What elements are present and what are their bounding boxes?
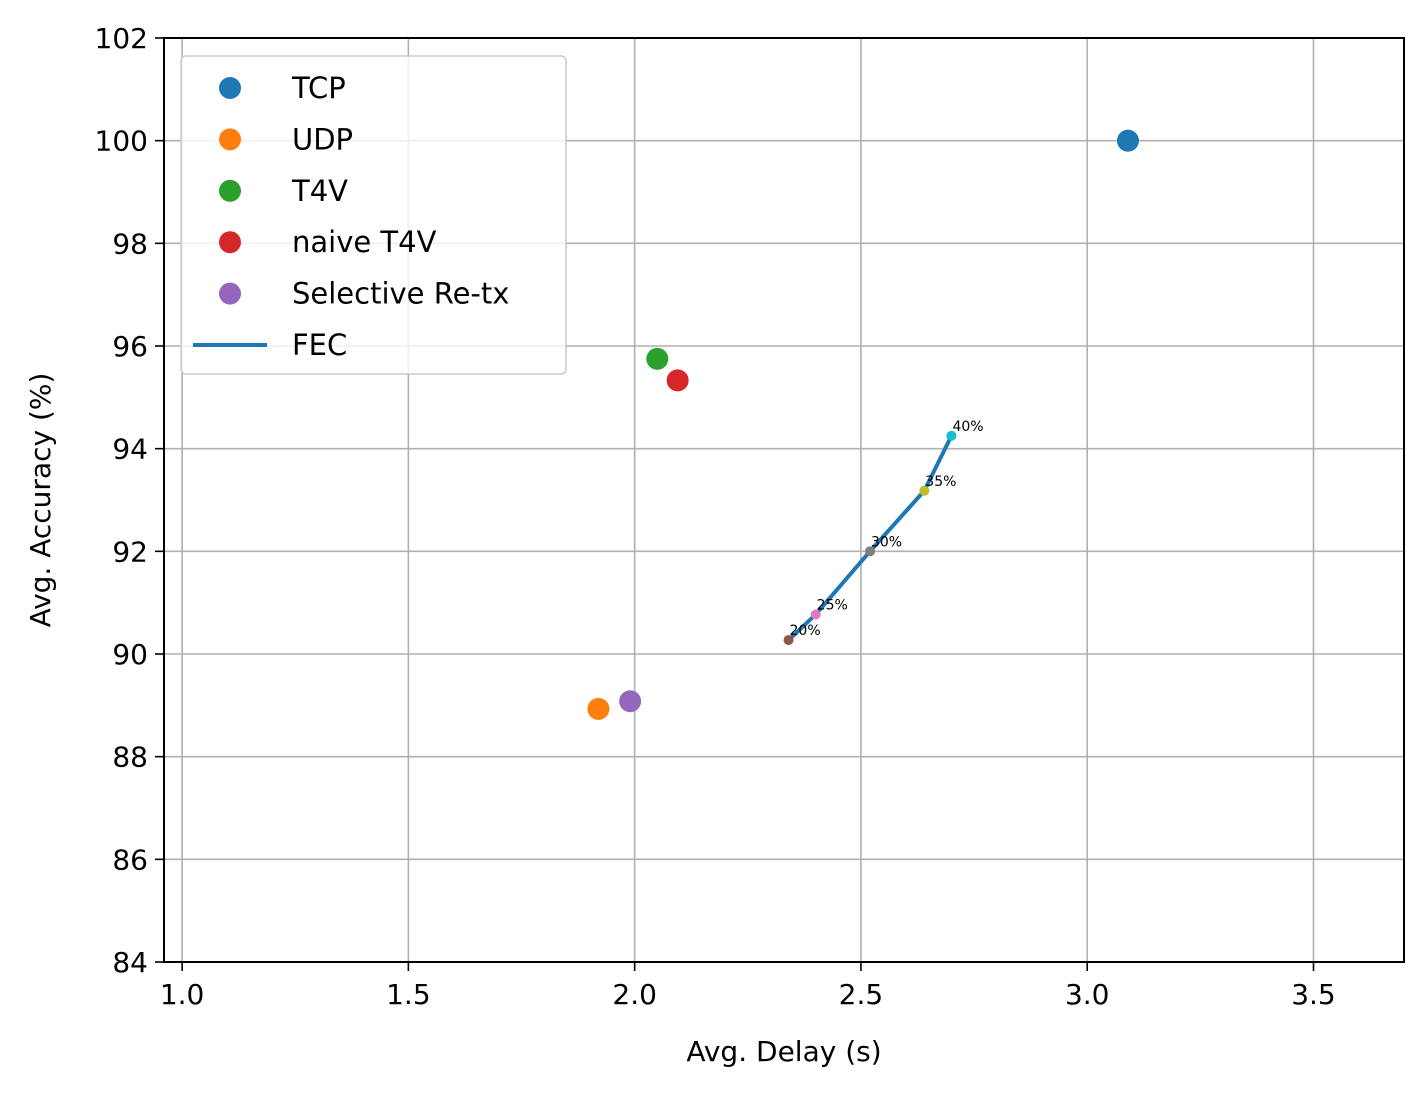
plot-area: 20% 25% 30% 35% 40% bbox=[587, 129, 1139, 720]
point-tcp bbox=[1116, 129, 1139, 152]
legend-entry-label: TCP bbox=[291, 71, 346, 105]
y-tick-label: 100 bbox=[95, 125, 148, 158]
y-tick-label: 92 bbox=[112, 535, 148, 568]
legend-marker-swatch bbox=[219, 282, 241, 305]
x-axis-title: Avg. Delay (s) bbox=[686, 1035, 881, 1068]
fec-point bbox=[919, 485, 930, 496]
legend-entry-label: Selective Re-tx bbox=[292, 277, 509, 311]
fec-point bbox=[864, 546, 875, 557]
legend-marker-swatch bbox=[219, 231, 241, 254]
axis-ticks: 1.0 1.5 2.0 2.5 3.0 3.5 84 86 88 90 92 94 96 98 100 102 bbox=[95, 22, 1336, 1011]
legend-entry-label: naive T4V bbox=[292, 225, 437, 259]
legend-marker-swatch bbox=[219, 128, 241, 151]
fec-point-label: 35% bbox=[925, 474, 956, 490]
legend: TCP UDP T4V naive T4V Selective Re-tx FEC bbox=[180, 55, 567, 375]
fec-point bbox=[946, 430, 957, 441]
y-tick-label: 94 bbox=[112, 433, 148, 466]
fec-point-label: 20% bbox=[790, 623, 821, 639]
x-tick-label: 1.0 bbox=[160, 978, 205, 1011]
legend-entry-label: T4V bbox=[291, 174, 348, 208]
point-naive-t4v bbox=[666, 369, 689, 392]
x-tick-label: 3.5 bbox=[1291, 978, 1336, 1011]
legend-marker-swatch bbox=[219, 77, 241, 99]
y-tick-label: 84 bbox=[112, 946, 148, 979]
point-udp bbox=[587, 697, 610, 720]
legend-marker-swatch bbox=[219, 179, 241, 202]
fec-point bbox=[810, 609, 821, 620]
axes-frame bbox=[163, 37, 1405, 963]
fec-point-label: 25% bbox=[817, 597, 848, 613]
y-tick-label: 86 bbox=[112, 843, 148, 876]
legend-box bbox=[180, 55, 567, 375]
legend-entry-label: FEC bbox=[292, 328, 347, 362]
point-t4v bbox=[646, 347, 669, 370]
x-tick-label: 2.5 bbox=[839, 978, 884, 1011]
x-tick-label: 3.0 bbox=[1065, 978, 1110, 1011]
x-tick-label: 2.0 bbox=[612, 978, 657, 1011]
y-tick-label: 98 bbox=[112, 227, 148, 260]
grid-lines bbox=[164, 37, 1404, 963]
y-tick-label: 96 bbox=[112, 330, 148, 363]
y-axis-title: Avg. Accuracy (%) bbox=[24, 373, 57, 628]
point-selective-re-tx bbox=[619, 690, 642, 713]
y-tick-label: 102 bbox=[95, 22, 148, 55]
y-tick-label: 90 bbox=[112, 638, 148, 671]
fec-point-label: 30% bbox=[871, 534, 902, 550]
fec-point bbox=[783, 635, 794, 646]
x-tick-label: 1.5 bbox=[386, 978, 431, 1011]
legend-entry-label: UDP bbox=[292, 122, 353, 156]
y-tick-label: 88 bbox=[112, 741, 148, 774]
fec-point-label: 40% bbox=[952, 419, 983, 435]
